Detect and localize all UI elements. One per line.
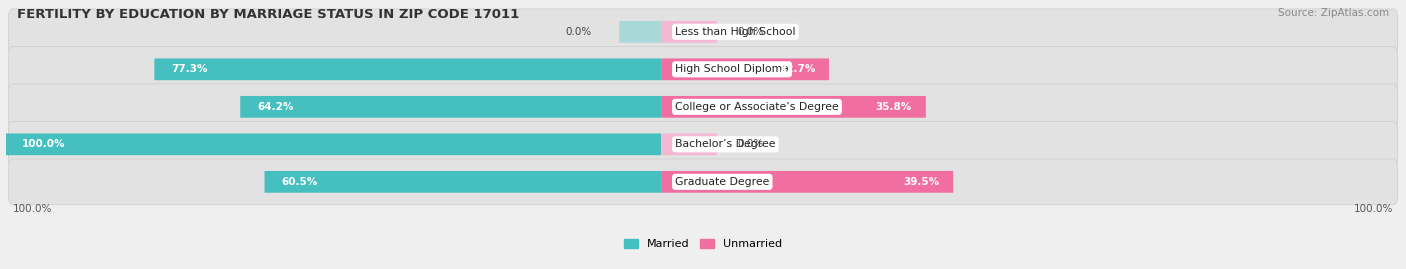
Text: 35.8%: 35.8% xyxy=(876,102,912,112)
Text: 39.5%: 39.5% xyxy=(903,177,939,187)
FancyBboxPatch shape xyxy=(661,21,717,43)
Text: 22.7%: 22.7% xyxy=(779,64,815,74)
FancyBboxPatch shape xyxy=(661,133,717,155)
FancyBboxPatch shape xyxy=(8,84,1398,130)
Text: 0.0%: 0.0% xyxy=(565,27,592,37)
Text: 0.0%: 0.0% xyxy=(738,139,763,149)
Text: 0.0%: 0.0% xyxy=(738,27,763,37)
Text: College or Associate’s Degree: College or Associate’s Degree xyxy=(675,102,839,112)
FancyBboxPatch shape xyxy=(8,9,1398,55)
FancyBboxPatch shape xyxy=(8,122,1398,167)
Text: Bachelor’s Degree: Bachelor’s Degree xyxy=(675,139,776,149)
Legend: Married, Unmarried: Married, Unmarried xyxy=(624,239,782,249)
Text: FERTILITY BY EDUCATION BY MARRIAGE STATUS IN ZIP CODE 17011: FERTILITY BY EDUCATION BY MARRIAGE STATU… xyxy=(17,8,519,21)
Text: 100.0%: 100.0% xyxy=(1354,204,1393,214)
Text: 100.0%: 100.0% xyxy=(22,139,66,149)
Text: 60.5%: 60.5% xyxy=(281,177,318,187)
FancyBboxPatch shape xyxy=(240,96,661,118)
FancyBboxPatch shape xyxy=(6,133,661,155)
Text: 77.3%: 77.3% xyxy=(172,64,208,74)
FancyBboxPatch shape xyxy=(8,47,1398,92)
FancyBboxPatch shape xyxy=(661,171,953,193)
FancyBboxPatch shape xyxy=(619,21,661,43)
Text: Source: ZipAtlas.com: Source: ZipAtlas.com xyxy=(1278,8,1389,18)
Text: High School Diploma: High School Diploma xyxy=(675,64,789,74)
FancyBboxPatch shape xyxy=(661,58,830,80)
Text: 64.2%: 64.2% xyxy=(257,102,294,112)
FancyBboxPatch shape xyxy=(661,96,925,118)
Text: Graduate Degree: Graduate Degree xyxy=(675,177,769,187)
FancyBboxPatch shape xyxy=(264,171,661,193)
FancyBboxPatch shape xyxy=(8,159,1398,205)
Text: Less than High School: Less than High School xyxy=(675,27,796,37)
FancyBboxPatch shape xyxy=(155,58,661,80)
Text: 100.0%: 100.0% xyxy=(13,204,52,214)
